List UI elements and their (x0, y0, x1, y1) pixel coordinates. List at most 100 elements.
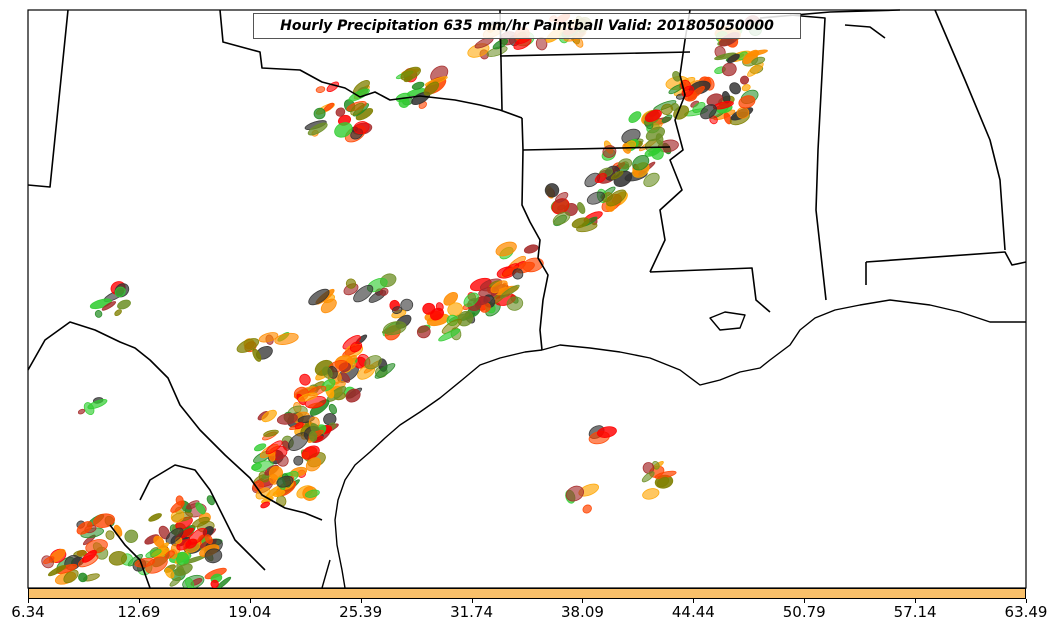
state-boundaries (27, 9, 1027, 589)
precip-blob (383, 321, 407, 336)
precip-blob (294, 421, 304, 430)
precip-blob (313, 107, 326, 120)
precip-blob (655, 133, 664, 145)
colorbar (28, 588, 1026, 599)
precip-blob (345, 388, 361, 403)
precip-blob (348, 88, 370, 102)
colorbar-tick-label: 6.34 (11, 603, 45, 621)
precip-blob (87, 398, 108, 410)
precip-blob (610, 170, 624, 180)
precip-blob (411, 81, 425, 90)
ms-la-boundary (649, 267, 771, 313)
precip-blob (78, 572, 88, 583)
precip-blob (320, 298, 337, 314)
precip-blob (340, 372, 351, 383)
precip-blob (714, 52, 737, 61)
precip-blob (253, 443, 267, 452)
precip-blob (555, 192, 569, 203)
precip-blob (276, 475, 294, 488)
precip-blob (586, 191, 605, 205)
precip-blob (105, 530, 115, 540)
precip-blob (416, 325, 431, 339)
precip-blob (738, 95, 756, 109)
precip-blob (423, 81, 440, 96)
precip-blob (261, 409, 277, 423)
precip-blob (204, 534, 213, 545)
precip-blob (117, 299, 131, 310)
fl-boundary (865, 251, 1027, 266)
precip-blob (170, 500, 185, 513)
precip-blob (577, 202, 586, 214)
precip-blob (490, 280, 508, 294)
precip-blob (77, 408, 86, 415)
precip-blob (195, 502, 206, 515)
colorbar-tick-mark (582, 599, 584, 603)
mississippi-river-boundary (649, 9, 691, 273)
precip-blob (260, 501, 271, 509)
precip-blob (512, 268, 524, 280)
colorbar-tick-label: 12.69 (117, 603, 161, 621)
colorbar-tick-mark (249, 599, 251, 603)
map-title: Hourly Precipitation 635 mm/hr Paintball… (253, 13, 801, 39)
precip-blob (723, 112, 732, 125)
precip-blob (263, 429, 279, 437)
precip-blob (85, 539, 108, 554)
precip-blob (258, 332, 279, 343)
precip-blob (186, 500, 200, 510)
precip-blob (353, 284, 374, 303)
sabine-boundary (521, 117, 549, 351)
precip-blob (552, 211, 571, 226)
precip-blob (651, 147, 664, 160)
colorbar-tick-mark (1026, 599, 1027, 603)
precip-blob (751, 56, 766, 65)
precip-blob (304, 489, 320, 498)
precip-blob (334, 122, 353, 138)
precip-blob (272, 489, 286, 497)
precip-blob (379, 287, 389, 296)
precip-blob (187, 527, 208, 545)
precip-blob (687, 86, 705, 101)
precip-blob (364, 355, 382, 370)
colorbar-tick-mark (471, 599, 473, 603)
precip-blob (169, 576, 182, 587)
colorbar-tick-label: 38.09 (560, 603, 604, 621)
precip-blob (747, 62, 764, 77)
precip-blob (565, 485, 584, 502)
precip-blob (741, 84, 751, 92)
precip-blob (265, 440, 283, 455)
colorbar-tick-label: 50.79 (782, 603, 826, 621)
colorbar-tick-mark (804, 599, 806, 603)
rio-grande-boundary (27, 321, 323, 521)
precip-blob (305, 457, 322, 472)
precip-blob (148, 513, 162, 522)
precip-blob (47, 564, 67, 577)
precip-blob (506, 296, 524, 311)
colorbar-tick-mark (915, 599, 917, 603)
precip-blob (606, 189, 627, 207)
mo-ar-boundary (499, 51, 691, 57)
precip-blob (307, 122, 328, 136)
precip-blob (293, 455, 304, 466)
precip-blob (721, 62, 737, 77)
ms-al-boundary (789, 14, 827, 301)
precip-blob (43, 556, 55, 564)
precip-blob (114, 286, 126, 298)
red-river-boundary (219, 9, 523, 119)
precip-blob (350, 102, 365, 116)
precip-blob (447, 302, 463, 317)
precip-blob (81, 549, 97, 563)
precip-blob (438, 328, 461, 342)
texas-coastline (334, 349, 543, 589)
precip-blob (582, 504, 592, 514)
precip-blob (463, 292, 479, 307)
precip-blob (660, 103, 674, 115)
mexico-state-boundary (139, 464, 266, 571)
precip-blob (544, 183, 560, 198)
precip-blob (298, 392, 318, 402)
precip-blob (210, 579, 219, 589)
precip-blob (145, 548, 162, 558)
precip-blob (308, 430, 318, 442)
precip-blob (276, 413, 298, 425)
precip-blob (400, 66, 421, 81)
